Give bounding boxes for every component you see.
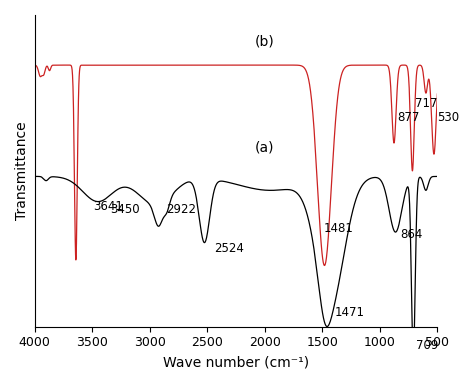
Text: 1481: 1481 bbox=[323, 222, 353, 235]
X-axis label: Wave number (cm⁻¹): Wave number (cm⁻¹) bbox=[163, 355, 309, 369]
Text: 3641: 3641 bbox=[93, 200, 123, 213]
Text: 2524: 2524 bbox=[214, 242, 244, 255]
Text: (b): (b) bbox=[255, 35, 274, 49]
Text: 530: 530 bbox=[437, 111, 459, 124]
Y-axis label: Transmittance: Transmittance bbox=[15, 122, 29, 220]
Text: 709: 709 bbox=[416, 339, 438, 352]
Text: 2922: 2922 bbox=[166, 203, 196, 215]
Text: 1471: 1471 bbox=[335, 306, 365, 319]
Text: 864: 864 bbox=[401, 228, 423, 241]
Text: (a): (a) bbox=[255, 141, 274, 154]
Text: 717: 717 bbox=[415, 97, 438, 110]
Text: 3450: 3450 bbox=[110, 203, 140, 215]
Text: 877: 877 bbox=[398, 111, 420, 124]
